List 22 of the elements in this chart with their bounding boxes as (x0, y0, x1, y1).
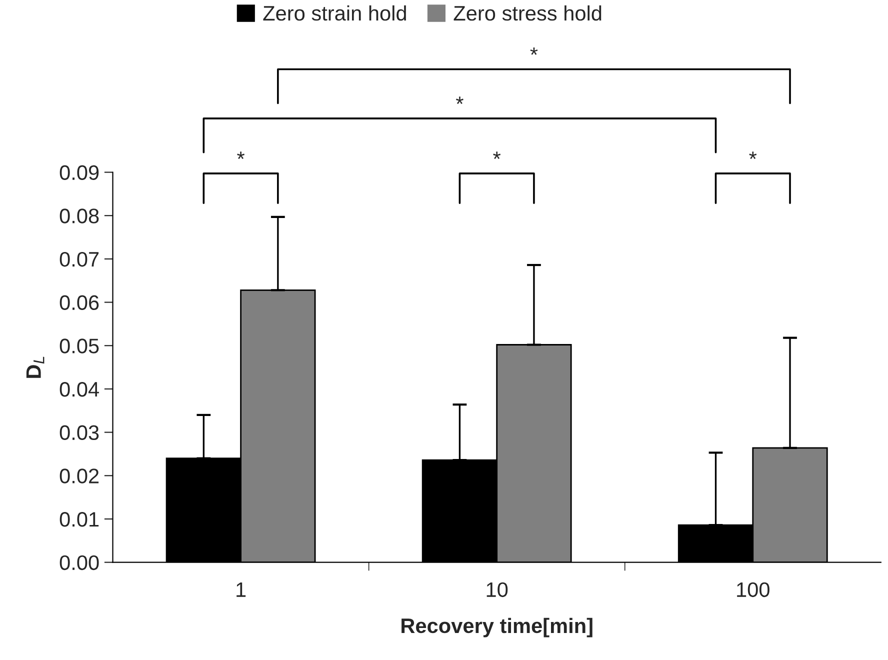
text: * (749, 152, 757, 159)
x-tick-label: 1 (236, 582, 246, 597)
y-tick-label: 0.07 (60, 252, 99, 267)
legend-label: Zero strain hold (263, 5, 406, 21)
text: * (493, 152, 501, 159)
y-tick-label: 0.03 (60, 425, 99, 440)
y-tick-label: 0.09 (60, 165, 99, 180)
y-axis-title: D$_{L}$ (26, 356, 44, 378)
y-tick-label: 0.04 (60, 382, 99, 397)
x-axis-title: Recovery time[min] (402, 618, 592, 638)
y-tick-label: 0.01 (60, 512, 99, 527)
text: * (530, 48, 538, 55)
y-tick-label: 0.00 (60, 555, 99, 570)
text: * (456, 96, 464, 104)
y-tick-label: 0.05 (60, 338, 99, 354)
text: * (237, 152, 245, 159)
x-tick-label: 10 (486, 582, 508, 598)
x-tick-label: 100 (737, 582, 770, 598)
y-tick-label: 0.08 (60, 208, 99, 224)
y-tick-label: 0.02 (60, 468, 99, 484)
y-tick-label: 0.06 (60, 295, 99, 310)
legend-label: Zero stress hold (454, 5, 602, 21)
